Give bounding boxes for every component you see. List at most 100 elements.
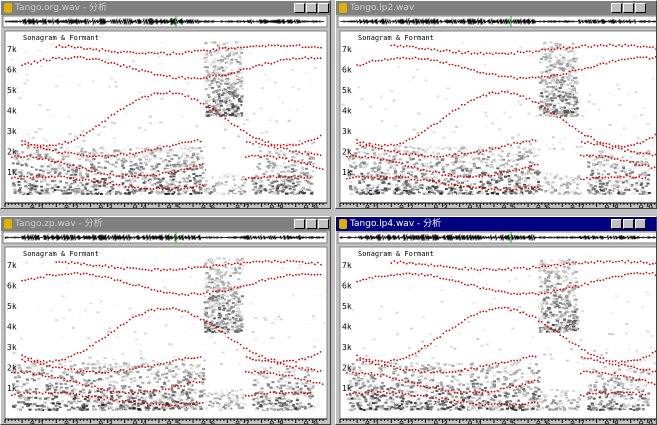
spectrogram-cell bbox=[598, 192, 601, 194]
minimize-button[interactable] bbox=[611, 3, 622, 13]
formant-point bbox=[310, 177, 312, 179]
formant-point bbox=[89, 155, 91, 157]
spectrogram-cell bbox=[519, 184, 522, 186]
spectrogram-cell bbox=[217, 107, 220, 109]
formant-point bbox=[286, 45, 288, 47]
spectrogram-cell bbox=[287, 185, 290, 187]
spectrogram-cell bbox=[615, 180, 618, 182]
formant-point bbox=[260, 156, 262, 158]
maximize-button[interactable] bbox=[306, 219, 317, 229]
formant-point bbox=[11, 177, 13, 179]
spectrogram-cell bbox=[54, 184, 57, 186]
maximize-button[interactable] bbox=[306, 3, 317, 13]
formant-point bbox=[458, 108, 460, 110]
formant-point bbox=[617, 177, 619, 179]
spectrogram-cell bbox=[232, 175, 235, 177]
spectrogram-cell bbox=[499, 159, 502, 161]
formant-point bbox=[249, 46, 251, 48]
formant-point bbox=[464, 104, 466, 106]
spectrogram-cell bbox=[599, 161, 602, 163]
formant-point bbox=[575, 47, 577, 49]
spectrogram-cell bbox=[472, 158, 475, 160]
spectrogram-cell bbox=[572, 43, 575, 45]
minimize-button[interactable] bbox=[294, 219, 305, 229]
spectrogram-cell bbox=[305, 168, 308, 170]
spectrogram-cell bbox=[543, 44, 546, 46]
spectrogram-cell bbox=[576, 83, 579, 85]
formant-point bbox=[415, 47, 417, 49]
spectrogram-cell bbox=[476, 171, 479, 173]
spectrogram-cell bbox=[636, 190, 639, 192]
formant-point bbox=[473, 99, 475, 101]
formant-point bbox=[512, 189, 514, 191]
panel-label: Sonagram & Formant bbox=[358, 34, 434, 42]
spectrogram-cell bbox=[582, 75, 585, 77]
spectrogram-cell bbox=[468, 183, 471, 185]
spectrogram-cell bbox=[634, 116, 637, 118]
formant-point bbox=[34, 147, 36, 149]
formant-point bbox=[478, 176, 480, 178]
formant-point bbox=[485, 95, 487, 97]
formant-point bbox=[475, 175, 477, 177]
spectrogram-cell bbox=[129, 149, 132, 151]
formant-point bbox=[243, 46, 245, 48]
formant-point bbox=[417, 179, 419, 181]
spectrogram-cell bbox=[398, 158, 401, 160]
formant-point bbox=[399, 153, 401, 155]
spectrogram-cell bbox=[160, 42, 163, 44]
spectrogram-cell bbox=[531, 162, 534, 164]
formant-point bbox=[215, 110, 217, 112]
formant-point bbox=[246, 68, 248, 70]
close-button[interactable] bbox=[318, 3, 329, 13]
formant-point bbox=[67, 152, 69, 154]
formant-point bbox=[492, 73, 494, 75]
formant-point bbox=[424, 130, 426, 132]
spectrogram-cell bbox=[79, 174, 82, 176]
maximize-button[interactable] bbox=[623, 3, 634, 13]
formant-point bbox=[643, 45, 645, 47]
spectrogram-cell bbox=[121, 156, 124, 158]
formant-point bbox=[104, 120, 106, 122]
formant-point bbox=[503, 171, 505, 173]
spectrogram-cell bbox=[556, 79, 559, 81]
x-tick-label: 0.2 bbox=[399, 204, 414, 210]
formant-point bbox=[525, 140, 527, 142]
spectrogram-cell bbox=[469, 191, 472, 193]
formant-point bbox=[202, 163, 204, 165]
formant-point bbox=[178, 143, 180, 145]
formant-point bbox=[109, 173, 111, 175]
spectrogram-cell bbox=[110, 186, 113, 188]
spectrogram-cell bbox=[579, 193, 582, 195]
spectrogram-cell bbox=[227, 102, 230, 104]
spectrogram-cell bbox=[570, 177, 573, 179]
formant-point bbox=[358, 156, 360, 158]
minimize-button[interactable] bbox=[294, 3, 305, 13]
formant-point bbox=[285, 158, 287, 160]
formant-point bbox=[271, 44, 273, 46]
spectrogram-cell bbox=[590, 122, 593, 124]
x-tick-label: 0.9 bbox=[639, 204, 654, 210]
close-button[interactable] bbox=[635, 3, 646, 13]
spectrogram-cell bbox=[390, 90, 393, 92]
formant-point bbox=[280, 59, 282, 61]
close-button[interactable] bbox=[318, 219, 329, 229]
formant-point bbox=[172, 77, 174, 79]
spectrogram-cell bbox=[368, 188, 371, 190]
formant-point bbox=[384, 150, 386, 152]
spectrogram-cell bbox=[51, 172, 54, 174]
formant-point bbox=[97, 172, 99, 174]
formant-point bbox=[153, 188, 155, 190]
formant-point bbox=[266, 177, 268, 179]
spectrogram-cell bbox=[63, 41, 66, 43]
formant-point bbox=[169, 54, 171, 56]
formant-point bbox=[257, 178, 259, 180]
spectrogram-cell bbox=[233, 80, 236, 82]
spectrogram-cell bbox=[574, 99, 577, 101]
spectrogram-cell bbox=[464, 150, 467, 152]
spectrogram-cell bbox=[444, 43, 447, 45]
spectrogram-cell bbox=[106, 58, 109, 60]
spectrogram-cell bbox=[164, 143, 167, 145]
formant-point bbox=[320, 57, 322, 59]
spectrogram-cell bbox=[555, 77, 558, 79]
formant-point bbox=[421, 58, 423, 60]
